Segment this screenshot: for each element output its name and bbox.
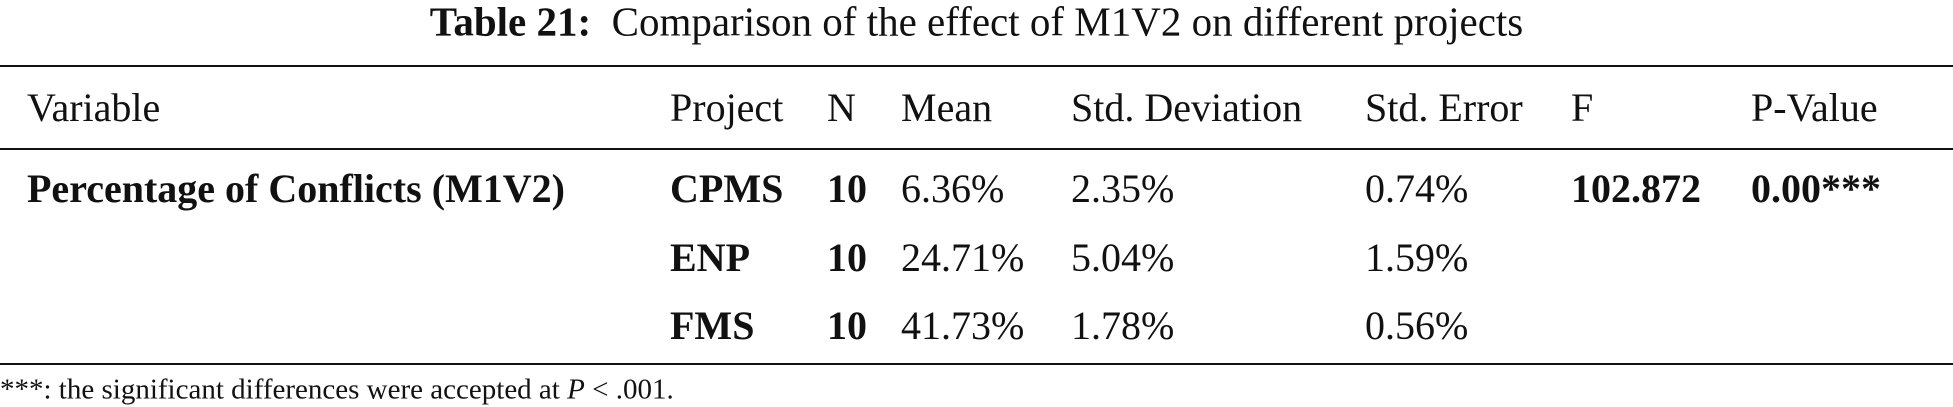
- header-cell: P-Value: [1751, 85, 1878, 130]
- top-rule: [0, 65, 1953, 67]
- cell-mean: 6.36%: [901, 166, 1005, 211]
- caption-label: Table 21:: [429, 0, 592, 45]
- cell-p: 0.00***: [1751, 166, 1881, 211]
- bottom-rule: [0, 363, 1953, 365]
- header-cell: N: [827, 85, 856, 130]
- cell-mean: 41.73%: [901, 303, 1025, 348]
- cell-project: ENP: [670, 235, 750, 280]
- footnote: ***: the significant differences were ac…: [0, 373, 674, 406]
- cell-sd: 2.35%: [1071, 166, 1175, 211]
- cell-variable: Percentage of Conflicts (M1V2): [27, 166, 565, 211]
- footnote-italic: P: [567, 373, 585, 406]
- cell-project: FMS: [670, 303, 755, 348]
- header-cell: Project: [670, 85, 784, 130]
- cell-n: 10: [827, 166, 867, 211]
- footnote-prefix: ***: the significant differences were ac…: [0, 373, 568, 406]
- caption-gap: [591, 0, 612, 45]
- footnote-suffix: < .001.: [584, 373, 674, 406]
- cell-f: 102.872: [1571, 166, 1701, 211]
- cell-project: CPMS: [670, 166, 784, 211]
- header-cell: Std. Deviation: [1071, 85, 1303, 130]
- cell-mean: 24.71%: [901, 235, 1025, 280]
- cell-n: 10: [827, 235, 867, 280]
- cell-se: 0.74%: [1365, 166, 1469, 211]
- caption-text: Comparison of the effect of M1V2 on diff…: [611, 0, 1524, 45]
- cell-sd: 1.78%: [1071, 303, 1175, 348]
- header-cell: Mean: [901, 85, 993, 130]
- header-cell: Std. Error: [1365, 85, 1523, 130]
- cell-se: 1.59%: [1365, 235, 1469, 280]
- caption: Table 21: Comparison of the effect of M1…: [0, 0, 1953, 45]
- header-cell: Variable: [27, 85, 161, 130]
- header-cell: F: [1571, 85, 1594, 130]
- cell-se: 0.56%: [1365, 303, 1469, 348]
- cell-sd: 5.04%: [1071, 235, 1175, 280]
- cell-n: 10: [827, 303, 867, 348]
- header-rule: [0, 148, 1953, 150]
